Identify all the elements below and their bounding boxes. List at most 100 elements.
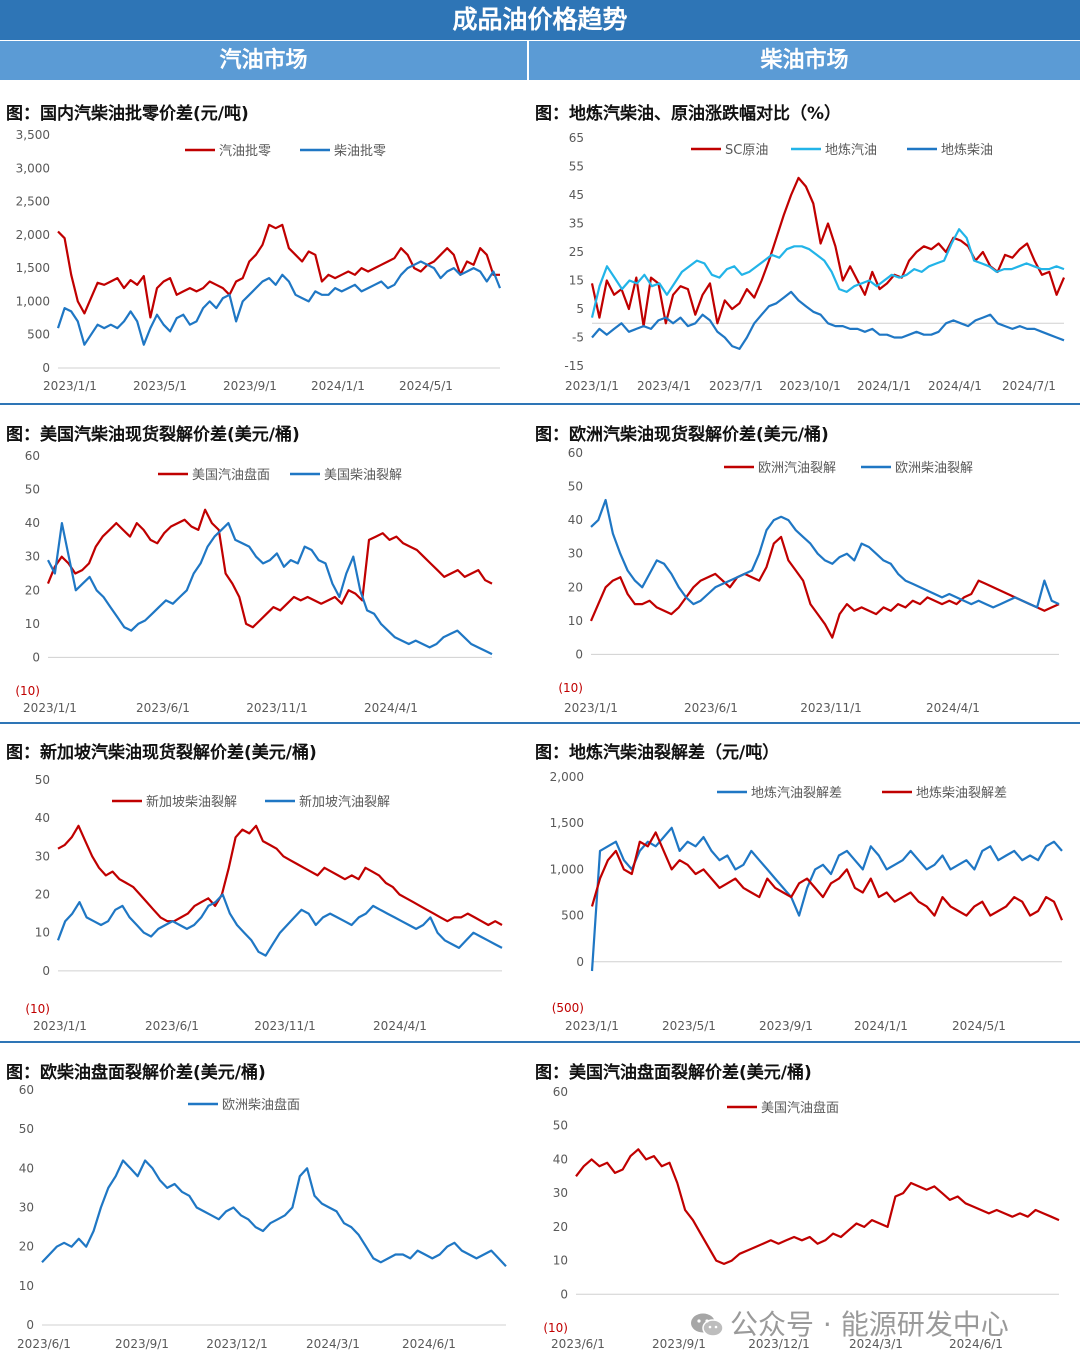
x-tick-label: 2023/12/1 (206, 1337, 268, 1351)
legend-label-1: 地炼柴油裂解差 (916, 786, 1007, 801)
legend-label-0: 欧洲柴油盘面 (222, 1097, 300, 1113)
y-tick-label: 3,500 (16, 128, 50, 142)
chart-title-c1: 图：国内汽柴油批零价差(元/吨) (6, 104, 249, 124)
y-tick-label: 500 (561, 909, 584, 923)
row-divider (0, 1041, 1080, 1043)
y-tick-label: -5 (572, 331, 584, 345)
y-tick-label: 30 (568, 547, 583, 561)
x-tick-label: 2024/4/1 (364, 701, 418, 715)
series-line-1 (56, 260, 502, 346)
y-tick-label: 20 (19, 1240, 34, 1254)
x-tick-label: 2024/6/1 (949, 1337, 1003, 1351)
y-tick-label: 10 (568, 614, 583, 628)
y-tick-label: (500) (552, 1001, 584, 1015)
y-tick-label: 10 (35, 926, 50, 940)
x-tick-label: 2023/7/1 (709, 379, 763, 393)
page-title: 成品油价格趋势 (452, 5, 628, 34)
legend-label-1: 地炼汽油 (825, 143, 877, 158)
x-tick-label: 2023/9/1 (652, 1337, 706, 1351)
y-tick-label: -15 (564, 359, 584, 373)
y-tick-label: 50 (35, 773, 50, 787)
y-tick-label: 50 (25, 483, 40, 497)
chart-title-c7: 图：欧柴油盘面裂解价差(美元/桶) (6, 1063, 266, 1083)
y-tick-label: 40 (35, 811, 50, 825)
legend-label-0: 新加坡柴油裂解 (146, 794, 237, 810)
x-tick-label: 2024/3/1 (849, 1337, 903, 1351)
series-line-0 (41, 1159, 507, 1268)
y-tick-label: 10 (19, 1279, 34, 1293)
chart-title-c8: 图：美国汽油盘面裂解价差(美元/桶) (535, 1063, 812, 1083)
series-line-0 (590, 176, 1066, 328)
y-tick-label: 15 (569, 274, 584, 288)
legend-label-0: 汽油批零 (219, 144, 271, 159)
series-line-0 (57, 223, 500, 319)
y-tick-label: 3,000 (16, 161, 50, 175)
tab-gasoline-market: 汽油市场 (0, 41, 527, 80)
x-tick-label: 2023/9/1 (759, 1019, 813, 1033)
series-line-1 (56, 893, 503, 957)
x-tick-label: 2023/9/1 (115, 1337, 169, 1351)
x-tick-label: 2023/5/1 (133, 379, 187, 393)
watermark: 公众号 · 能源研发中心 (690, 1303, 1009, 1343)
x-tick-label: 2023/6/1 (136, 701, 190, 715)
y-tick-label: 1,000 (16, 294, 50, 308)
chart-refinery-vs-crude-change: 65 55 45 35 25 15 5 -5 -15 2023/1/1 2023/4/1 2023/7… (564, 131, 1066, 393)
series-line-0 (46, 508, 493, 629)
x-tick-label: 2023/9/1 (223, 379, 277, 393)
series-line-0 (590, 826, 1063, 972)
x-tick-label: 2023/6/1 (17, 1337, 71, 1351)
y-tick-label: 500 (27, 328, 50, 342)
row-divider (0, 722, 1080, 724)
y-tick-label: 0 (575, 647, 583, 661)
y-tick-label: 60 (553, 1085, 568, 1099)
y-tick-label: (10) (558, 681, 583, 695)
chart-us-gasoline-futures-crack: 60 50 40 30 20 10 0 (10) 2023/6/1 2023/9/1 2023/12… (543, 1085, 1060, 1351)
watermark-text: 公众号 · 能源研发中心 (730, 1308, 1009, 1341)
y-tick-label: 0 (560, 1287, 568, 1301)
x-tick-label: 2024/6/1 (402, 1337, 456, 1351)
y-tick-label: 0 (32, 650, 40, 664)
y-tick-label: 40 (19, 1161, 34, 1175)
chart-europe-diesel-futures-crack: 60 50 40 30 20 10 0 2023/6/1 2023/9/1 2023/12/1 20… (17, 1083, 507, 1351)
x-tick-label: 2024/4/1 (928, 379, 982, 393)
x-tick-label: 2024/5/1 (952, 1019, 1006, 1033)
series-line-2 (591, 290, 1065, 350)
legend-label-1: 美国柴油裂解 (324, 468, 402, 483)
x-tick-label: 2023/11/1 (254, 1019, 316, 1033)
x-tick-label: 2023/1/1 (565, 379, 619, 393)
x-tick-label: 2023/1/1 (564, 701, 618, 715)
y-tick-label: 1,000 (550, 862, 584, 876)
series-line-0 (575, 1148, 1060, 1265)
x-tick-label: 2023/11/1 (800, 701, 862, 715)
x-tick-label: 2024/3/1 (306, 1337, 360, 1351)
chart-us-crack-spread: 60 50 40 30 20 10 0 (10) 2023/1/1 2023/6/1 2023/11… (15, 449, 493, 715)
y-tick-label: 20 (553, 1220, 568, 1234)
x-tick-label: 2023/12/1 (748, 1337, 810, 1351)
legend-label-0: SC原油 (725, 143, 768, 158)
legend-label-1: 新加坡汽油裂解 (299, 794, 390, 810)
series-line-1 (590, 831, 1064, 921)
y-tick-label: 10 (25, 617, 40, 631)
x-tick-label: 2023/10/1 (779, 379, 841, 393)
x-tick-label: 2024/1/1 (854, 1019, 908, 1033)
y-tick-label: 40 (568, 513, 583, 527)
chart-title-c6: 图：地炼汽柴油裂解差（元/吨） (535, 743, 780, 763)
y-tick-label: 30 (35, 849, 50, 863)
y-tick-label: 0 (42, 964, 50, 978)
x-tick-label: 2024/4/1 (373, 1019, 427, 1033)
x-tick-label: 2023/11/1 (246, 701, 308, 715)
x-tick-label: 2023/1/1 (565, 1019, 619, 1033)
series-line-1 (590, 228, 1065, 318)
chart-title-c3: 图：美国汽柴油现货裂解价差(美元/桶) (6, 425, 300, 445)
y-tick-label: (10) (25, 1002, 50, 1016)
legend-label-0: 地炼汽油裂解差 (751, 786, 842, 801)
legend-label-0: 美国汽油盘面 (761, 1100, 839, 1116)
y-tick-label: 1,500 (16, 261, 50, 275)
legend-label-1: 柴油批零 (334, 144, 386, 159)
legend-label-2: 地炼柴油 (941, 143, 993, 158)
x-tick-label: 2023/4/1 (637, 379, 691, 393)
x-tick-label: 2023/1/1 (23, 701, 77, 715)
y-tick-label: 30 (553, 1186, 568, 1200)
y-tick-label: 45 (569, 188, 584, 202)
chart-singapore-crack-spread: 50 40 30 20 10 0 (10) 2023/1/1 2023/6/1 2023/11/1… (25, 773, 503, 1033)
